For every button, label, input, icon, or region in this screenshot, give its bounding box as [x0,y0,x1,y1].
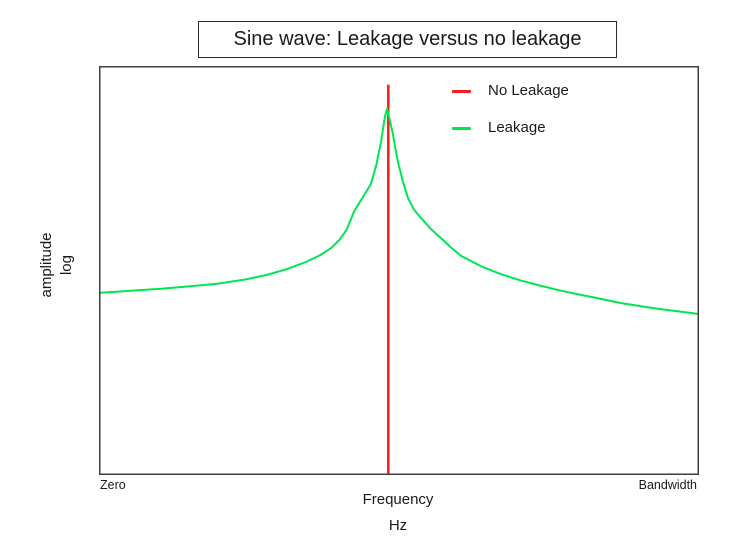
legend-line-no-leakage-icon [452,89,471,93]
plot-border [99,66,699,475]
x-axis-max-label: Bandwidth [638,478,697,492]
legend-line-leakage-icon [452,126,471,130]
legend-item-leakage: Leakage [452,119,569,137]
y-axis-label-line2: log [58,254,75,276]
legend-label-no-leakage: No Leakage [488,82,569,99]
legend: No Leakage Leakage [452,82,569,137]
x-axis-title: Frequency Hz [99,487,697,539]
x-axis-min-label: Zero [100,478,126,492]
plot-svg [99,66,699,475]
plot-area [99,66,699,475]
x-axis-unit: Hz [388,517,408,534]
legend-label-leakage: Leakage [488,119,546,136]
chart-title: Sine wave: Leakage versus no leakage [233,28,582,50]
y-axis-label: amplitude log [37,232,77,297]
chart-title-box: Sine wave: Leakage versus no leakage [198,21,617,58]
legend-item-no-leakage: No Leakage [452,82,569,100]
series-leakage [100,107,698,315]
x-axis-title-text: Frequency [362,491,434,508]
y-axis-label-line1: amplitude [38,232,55,298]
